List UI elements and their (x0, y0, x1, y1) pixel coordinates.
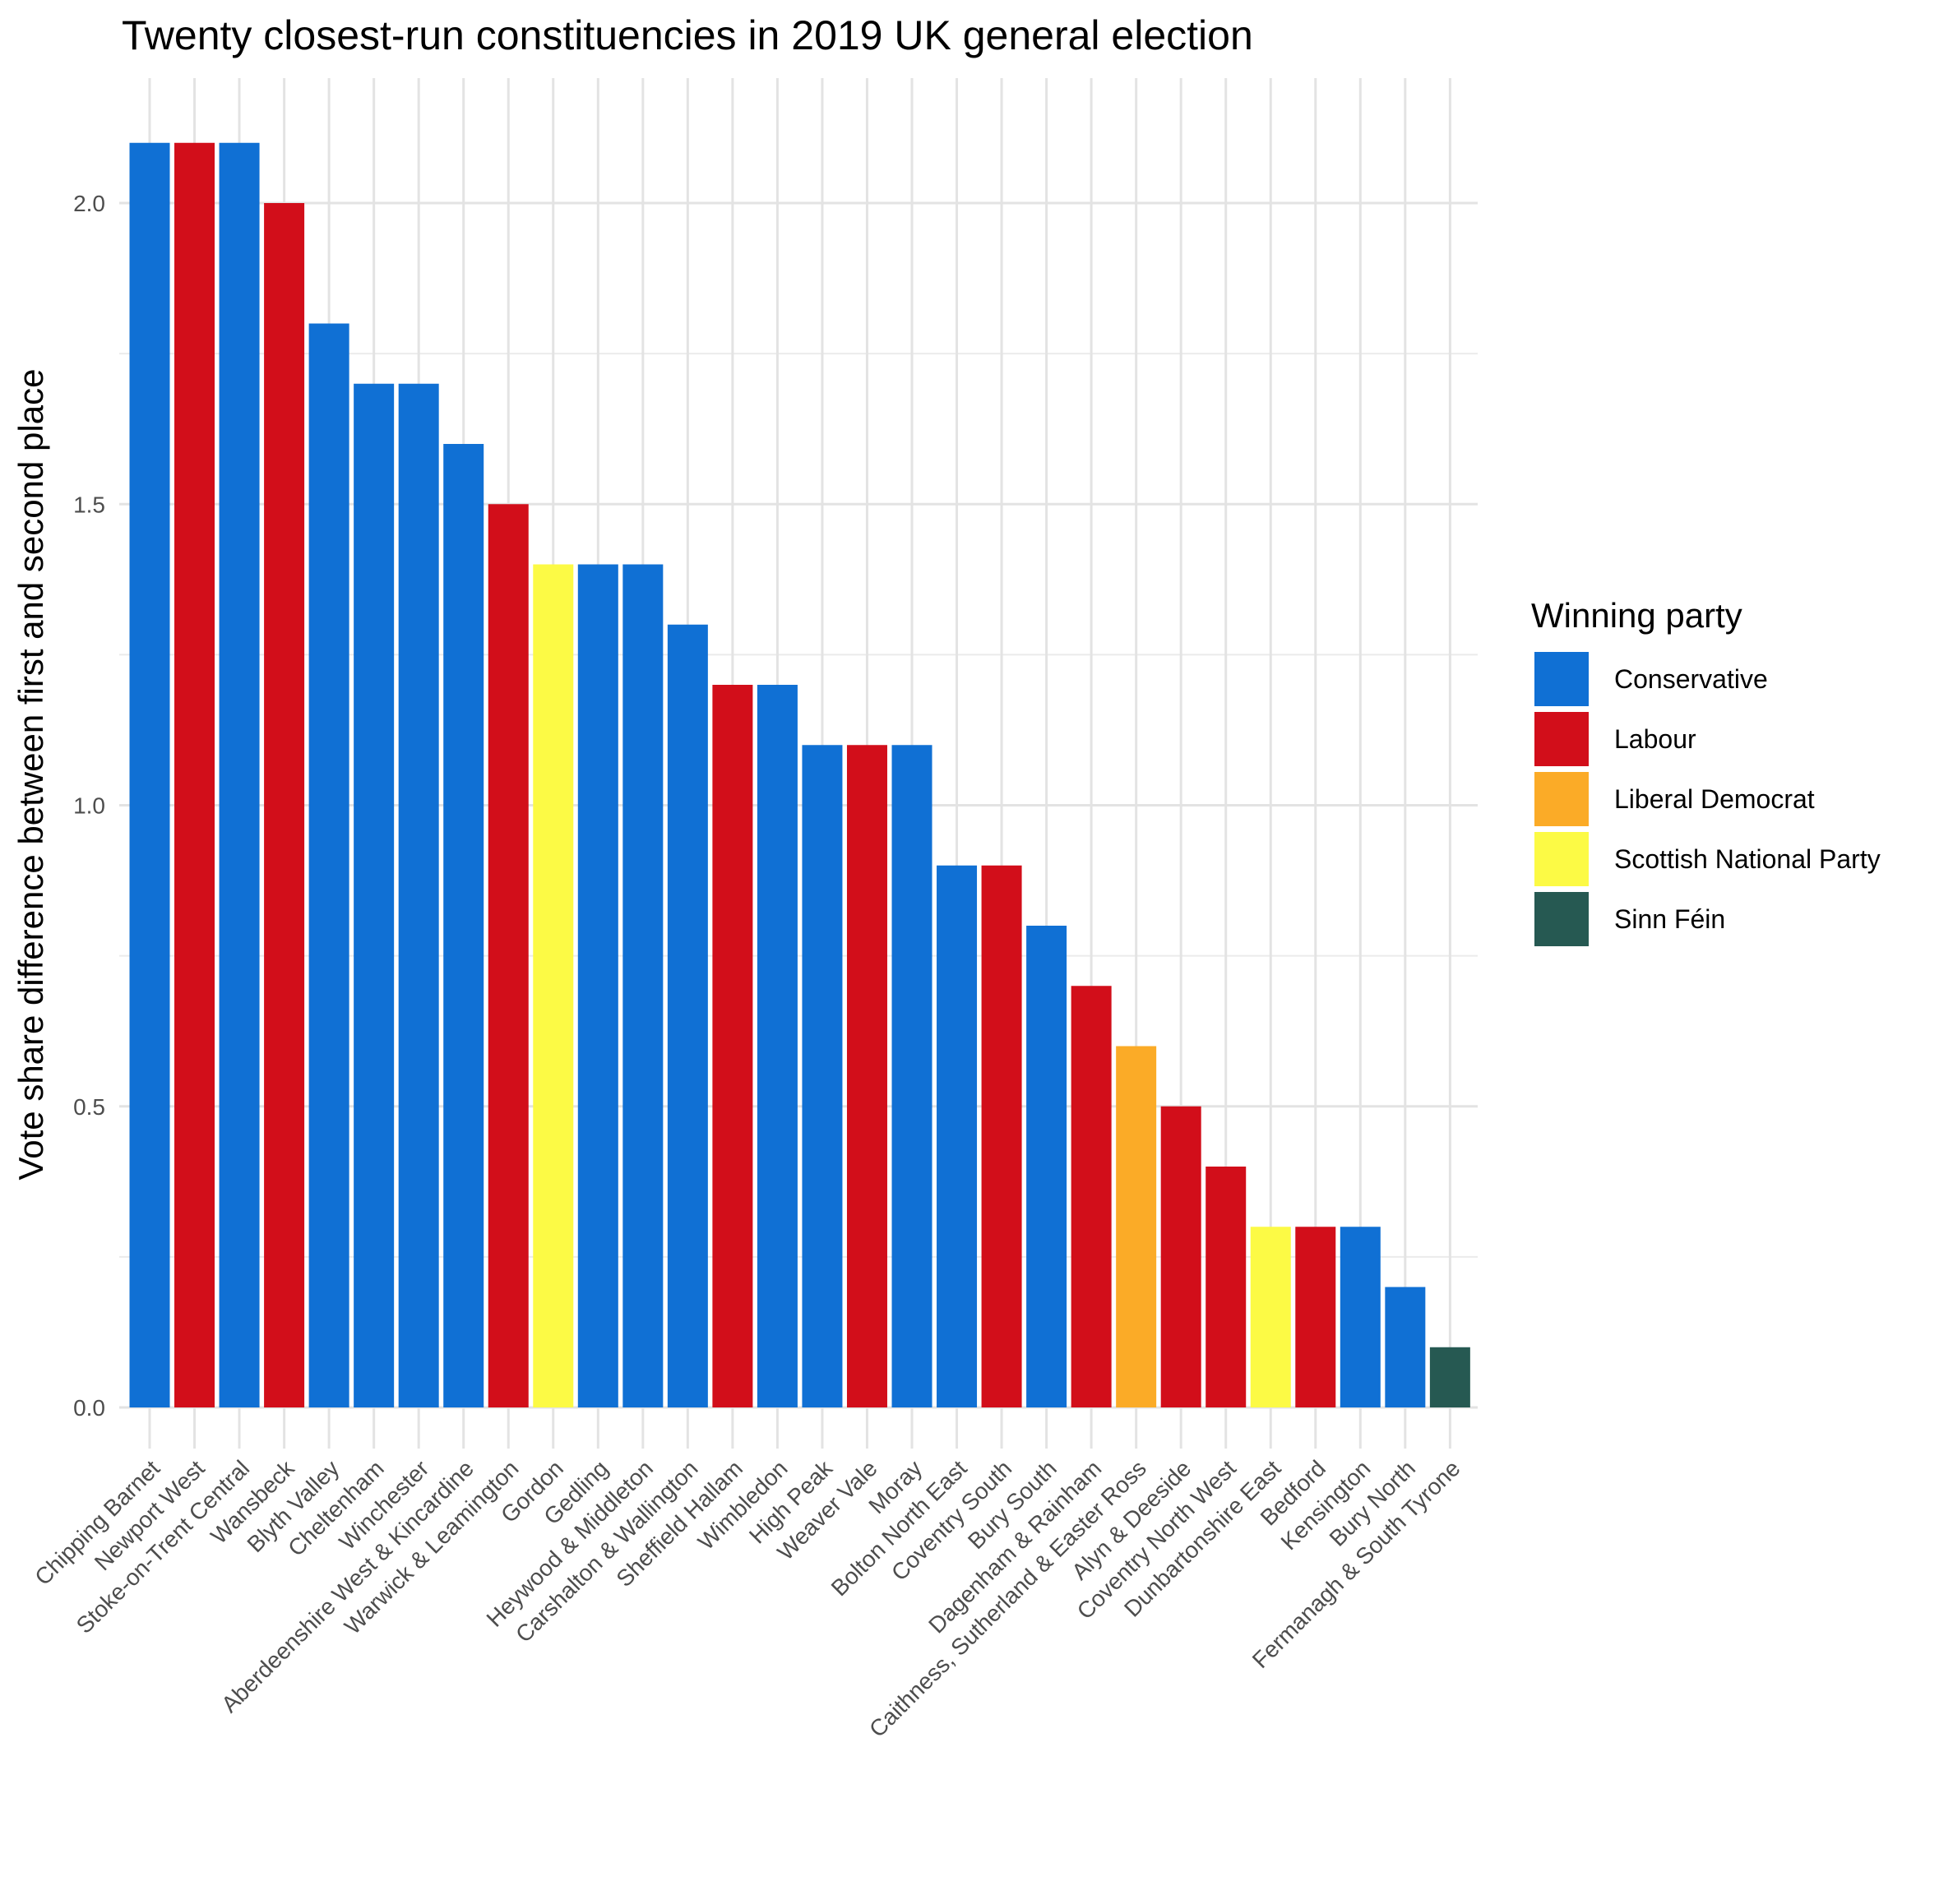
bar (1385, 1287, 1426, 1407)
bar (1295, 1227, 1336, 1407)
bar (533, 564, 574, 1407)
bar (1340, 1227, 1381, 1407)
legend-label: Liberal Democrat (1614, 784, 1815, 814)
bar (802, 745, 843, 1407)
bar (667, 624, 708, 1407)
bars (129, 142, 1470, 1407)
bar (1026, 926, 1067, 1407)
legend-label: Sinn Féin (1614, 904, 1725, 934)
bar (129, 142, 170, 1407)
y-tick-label: 1.0 (73, 793, 105, 819)
legend-label: Labour (1614, 724, 1696, 754)
bar (891, 745, 932, 1407)
bar (1160, 1106, 1201, 1407)
bar (1116, 1046, 1157, 1407)
legend: Winning party Conservative Labour Liberal … (1531, 596, 1881, 946)
y-tick-label: 1.5 (73, 492, 105, 517)
legend-label: Scottish National Party (1614, 844, 1881, 874)
bar (264, 203, 305, 1407)
bar (174, 142, 215, 1407)
bar (1206, 1167, 1247, 1407)
chart-title: Twenty closest-run constituencies in 201… (122, 12, 1253, 58)
legend-label: Conservative (1614, 664, 1768, 694)
y-axis-ticks: 0.0 0.5 1.0 1.5 2.0 (73, 191, 105, 1421)
bar (846, 745, 887, 1407)
bar (577, 564, 618, 1407)
bar (219, 142, 260, 1407)
bar (398, 383, 439, 1407)
legend-swatch (1534, 772, 1589, 826)
legend-swatch (1534, 652, 1589, 706)
bar (712, 685, 753, 1407)
bar (757, 685, 798, 1407)
y-axis-label: Vote share difference between first and … (12, 369, 50, 1181)
legend-title: Winning party (1531, 596, 1742, 635)
bar (488, 504, 529, 1407)
bar (1250, 1227, 1291, 1407)
y-tick-label: 0.0 (73, 1395, 105, 1421)
legend-swatch (1534, 712, 1589, 766)
bar (937, 865, 978, 1407)
legend-swatch (1534, 832, 1589, 886)
y-tick-label: 2.0 (73, 191, 105, 216)
y-tick-label: 0.5 (73, 1094, 105, 1120)
bar (354, 383, 395, 1407)
legend-swatch (1534, 892, 1589, 946)
bar (1429, 1347, 1470, 1407)
bar (443, 444, 484, 1407)
bar (1071, 986, 1112, 1407)
bar (308, 323, 349, 1407)
bar (981, 865, 1022, 1407)
x-tick-label: Stoke-on-Trent Central (72, 1455, 255, 1638)
bar (622, 564, 664, 1407)
